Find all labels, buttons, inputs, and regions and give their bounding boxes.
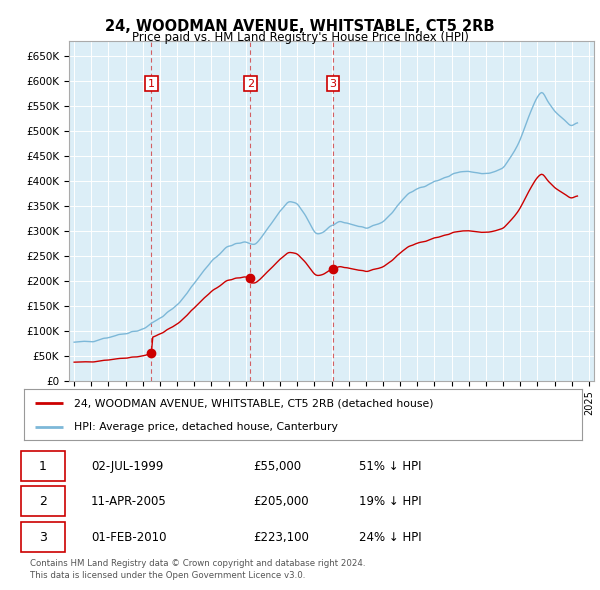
- Text: 2: 2: [247, 78, 254, 88]
- Text: 02-JUL-1999: 02-JUL-1999: [91, 460, 163, 473]
- Text: HPI: Average price, detached house, Canterbury: HPI: Average price, detached house, Cant…: [74, 422, 338, 432]
- Text: £55,000: £55,000: [253, 460, 301, 473]
- FancyBboxPatch shape: [21, 451, 65, 481]
- Text: 19% ↓ HPI: 19% ↓ HPI: [359, 494, 421, 507]
- Text: £205,000: £205,000: [253, 494, 308, 507]
- Text: 51% ↓ HPI: 51% ↓ HPI: [359, 460, 421, 473]
- Text: 3: 3: [329, 78, 337, 88]
- FancyBboxPatch shape: [21, 486, 65, 516]
- Text: 24% ↓ HPI: 24% ↓ HPI: [359, 530, 421, 543]
- Text: 24, WOODMAN AVENUE, WHITSTABLE, CT5 2RB: 24, WOODMAN AVENUE, WHITSTABLE, CT5 2RB: [105, 19, 495, 34]
- Text: £223,100: £223,100: [253, 530, 308, 543]
- Text: 1: 1: [39, 460, 47, 473]
- Text: 01-FEB-2010: 01-FEB-2010: [91, 530, 166, 543]
- Text: 24, WOODMAN AVENUE, WHITSTABLE, CT5 2RB (detached house): 24, WOODMAN AVENUE, WHITSTABLE, CT5 2RB …: [74, 398, 434, 408]
- Text: 11-APR-2005: 11-APR-2005: [91, 494, 167, 507]
- Text: 1: 1: [148, 78, 155, 88]
- Text: Price paid vs. HM Land Registry's House Price Index (HPI): Price paid vs. HM Land Registry's House …: [131, 31, 469, 44]
- FancyBboxPatch shape: [21, 522, 65, 552]
- Text: This data is licensed under the Open Government Licence v3.0.: This data is licensed under the Open Gov…: [30, 571, 305, 579]
- Text: 2: 2: [39, 494, 47, 507]
- Text: 3: 3: [39, 530, 47, 543]
- Text: Contains HM Land Registry data © Crown copyright and database right 2024.: Contains HM Land Registry data © Crown c…: [30, 559, 365, 568]
